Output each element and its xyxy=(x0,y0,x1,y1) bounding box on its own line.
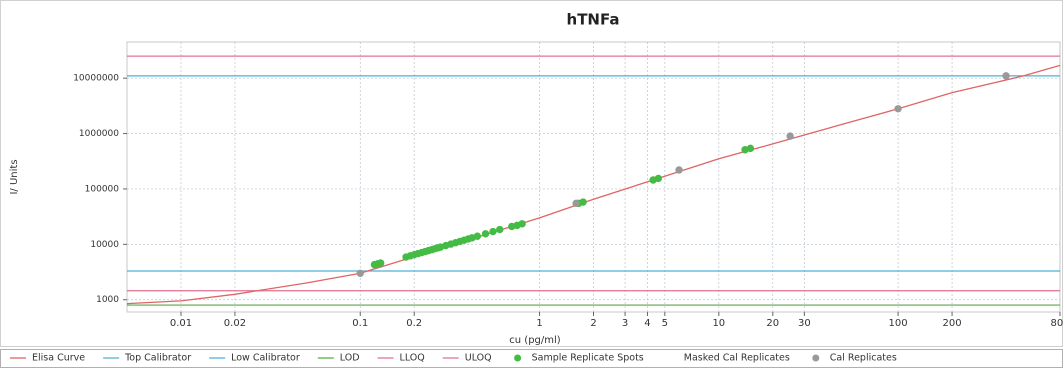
legend-label: Sample Replicate Spots xyxy=(532,353,644,364)
legend-label: ULOQ xyxy=(465,353,492,364)
y-tick-label: 10000000 xyxy=(73,74,119,84)
point xyxy=(572,199,580,208)
x-tick-label: 20 xyxy=(766,318,779,329)
legend-label: LOD xyxy=(340,353,360,364)
legend-label: Elisa Curve xyxy=(32,353,85,364)
point xyxy=(675,166,683,174)
x-tick-label: 4 xyxy=(644,318,650,329)
point xyxy=(356,269,364,277)
point xyxy=(489,227,497,236)
legend-label: LLOQ xyxy=(400,353,425,364)
point xyxy=(518,220,526,228)
x-tick-label: 100 xyxy=(889,318,908,329)
point xyxy=(1002,72,1010,80)
x-tick-label: 3 xyxy=(622,318,628,329)
x-tick-label: 800 xyxy=(1050,318,1063,329)
y-tick-label: 1000 xyxy=(96,295,119,305)
x-tick-label: 30 xyxy=(798,318,811,329)
y-axis-label: I/ Units xyxy=(9,159,20,194)
legend-marker xyxy=(812,354,820,362)
x-tick-label: 0.1 xyxy=(352,318,368,329)
point xyxy=(473,232,482,240)
x-tick-label: 0.2 xyxy=(406,318,422,329)
x-tick-label: 0.02 xyxy=(224,318,246,329)
legend-label: Low Calibrator xyxy=(231,353,300,364)
x-tick-label: 2 xyxy=(590,318,596,329)
point xyxy=(496,225,504,234)
legend-label: Cal Replicates xyxy=(830,353,897,364)
chart-title: hTNFa xyxy=(567,11,620,29)
point xyxy=(654,174,663,183)
point xyxy=(481,230,490,238)
x-tick-label: 5 xyxy=(662,318,668,329)
point xyxy=(786,132,794,140)
point xyxy=(746,144,755,153)
x-tick-label: 1 xyxy=(536,318,542,329)
point xyxy=(894,105,902,113)
x-axis-label: cu (pg/ml) xyxy=(509,335,561,346)
legend-label: Top Calibrator xyxy=(124,353,191,364)
point xyxy=(579,198,587,206)
point xyxy=(376,259,385,267)
x-tick-label: 0.01 xyxy=(170,318,192,329)
x-tick-label: 10 xyxy=(712,318,725,329)
y-tick-label: 10000 xyxy=(90,240,119,250)
y-tick-label: 1000000 xyxy=(79,129,119,139)
legend-label: Masked Cal Replicates xyxy=(684,353,790,364)
legend-marker xyxy=(514,354,522,362)
y-tick-label: 100000 xyxy=(85,184,120,194)
curve xyxy=(126,64,1061,305)
legend-marker xyxy=(666,354,674,362)
x-tick-label: 200 xyxy=(943,318,962,329)
